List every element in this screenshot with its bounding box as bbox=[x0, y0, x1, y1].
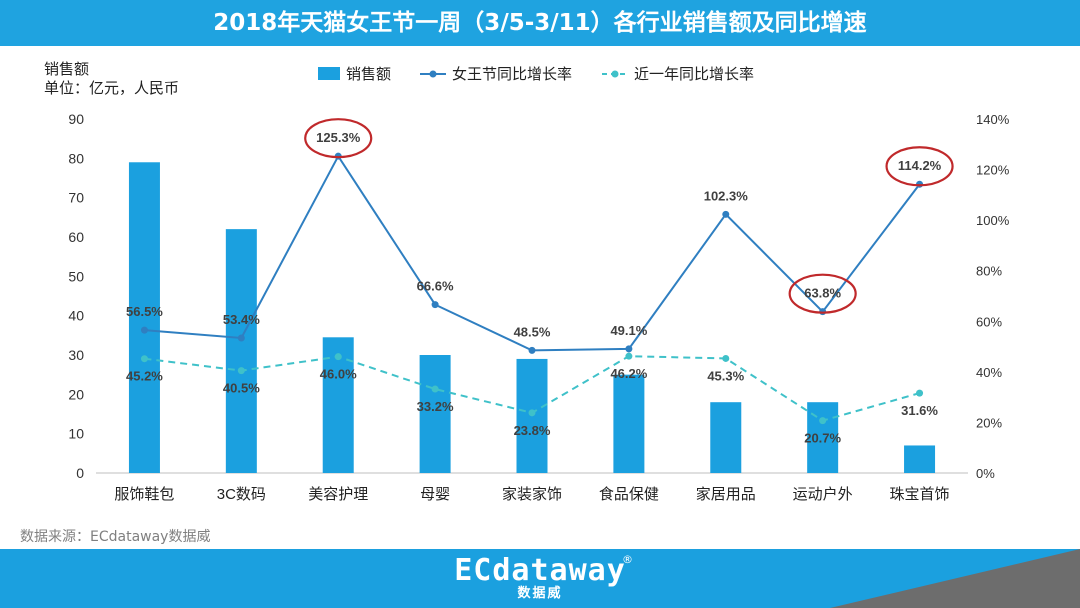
left-tick-label: 50 bbox=[68, 268, 84, 284]
recent-year-growth-point bbox=[625, 352, 633, 360]
queen-day-growth-label: 114.2% bbox=[898, 158, 942, 173]
legend-marker-recent-year bbox=[611, 70, 619, 78]
left-tick-label: 90 bbox=[68, 111, 84, 127]
left-tick-label: 0 bbox=[76, 465, 84, 481]
recent-year-growth-point bbox=[528, 409, 536, 417]
recent-year-growth-label: 20.7% bbox=[804, 431, 841, 446]
recent-year-growth-point bbox=[819, 417, 827, 425]
header-bar bbox=[0, 0, 1080, 46]
queen-day-growth-label: 49.1% bbox=[610, 323, 647, 338]
left-tick-label: 60 bbox=[68, 229, 84, 245]
category-label: 珠宝首饰 bbox=[890, 486, 950, 503]
recent-year-growth-label: 31.6% bbox=[901, 403, 938, 418]
highlight-ring bbox=[304, 118, 373, 159]
legend-marker-queen-day bbox=[429, 70, 437, 78]
category-label: 3C数码 bbox=[217, 486, 266, 503]
left-tick-label: 10 bbox=[68, 426, 84, 442]
highlight-ring bbox=[885, 146, 954, 187]
category-label: 家居用品 bbox=[696, 486, 756, 503]
right-tick-label: 40% bbox=[976, 365, 1002, 380]
footer-corner bbox=[830, 549, 1080, 608]
right-tick-label: 100% bbox=[976, 213, 1010, 228]
chart-title: 2018年天猫女王节一周（3/5-3/11）各行业销售额及同比增速 bbox=[213, 10, 867, 36]
bar bbox=[904, 445, 936, 473]
queen-day-growth-label: 56.5% bbox=[126, 304, 163, 319]
bar bbox=[710, 402, 742, 473]
recent-year-growth-point bbox=[722, 354, 730, 362]
left-tick-label: 70 bbox=[68, 190, 84, 206]
queen-day-growth-point bbox=[722, 210, 730, 218]
category-label: 服饰鞋包 bbox=[114, 486, 174, 503]
recent-year-growth-label: 46.2% bbox=[610, 366, 647, 381]
queen-day-growth-label: 66.6% bbox=[417, 279, 454, 294]
footer-bar bbox=[0, 549, 1080, 608]
right-tick-label: 140% bbox=[976, 112, 1010, 127]
queen-day-growth-label: 53.4% bbox=[223, 312, 260, 327]
right-tick-label: 120% bbox=[976, 163, 1010, 178]
queen-day-growth-point bbox=[528, 346, 536, 354]
left-tick-label: 80 bbox=[68, 150, 84, 166]
legend-label-sales: 销售额 bbox=[346, 66, 391, 83]
category-label: 美容护理 bbox=[308, 486, 368, 503]
queen-day-growth-point bbox=[625, 345, 633, 353]
recent-year-growth-label: 40.5% bbox=[223, 381, 260, 396]
logo: ECdataway 数据威 bbox=[450, 555, 630, 601]
category-label: 食品保健 bbox=[599, 486, 659, 503]
left-tick-label: 20 bbox=[68, 386, 84, 402]
recent-year-growth-point bbox=[431, 385, 439, 393]
bar bbox=[419, 355, 451, 473]
bar bbox=[225, 229, 257, 473]
right-tick-label: 80% bbox=[976, 264, 1002, 279]
legend-label-recent-year: 近一年同比增长率 bbox=[634, 66, 754, 83]
logo-main: ECdataway bbox=[454, 553, 626, 588]
left-tick-label: 30 bbox=[68, 347, 84, 363]
left-tick-label: 40 bbox=[68, 308, 84, 324]
queen-day-growth-label: 48.5% bbox=[514, 324, 551, 339]
recent-year-growth-label: 33.2% bbox=[417, 399, 454, 414]
queen-day-growth-point bbox=[140, 326, 148, 334]
logo-sub: 数据威 bbox=[517, 586, 563, 601]
recent-year-growth-point bbox=[916, 389, 924, 397]
recent-year-growth-point bbox=[334, 353, 342, 361]
recent-year-growth-label: 46.0% bbox=[320, 367, 357, 382]
legend-swatch-sales bbox=[318, 67, 340, 80]
queen-day-growth-label: 102.3% bbox=[704, 188, 749, 203]
queen-day-growth-point bbox=[237, 334, 245, 342]
recent-year-growth-label: 45.3% bbox=[707, 368, 744, 383]
right-tick-label: 20% bbox=[976, 415, 1002, 430]
category-label: 家装家饰 bbox=[502, 486, 562, 503]
right-tick-label: 0% bbox=[976, 466, 995, 481]
recent-year-growth-label: 45.2% bbox=[126, 369, 163, 384]
right-tick-label: 60% bbox=[976, 314, 1002, 329]
category-label: 运动户外 bbox=[793, 486, 853, 503]
recent-year-growth-point bbox=[237, 367, 245, 375]
queen-day-growth-line bbox=[144, 154, 921, 352]
category-label: 母婴 bbox=[420, 486, 450, 503]
recent-year-growth-label: 23.8% bbox=[514, 423, 551, 438]
recent-year-growth-point bbox=[140, 355, 148, 363]
queen-day-growth-label: 125.3% bbox=[316, 130, 361, 145]
queen-day-growth-label: 63.8% bbox=[804, 286, 841, 301]
legend-label-queen-day: 女王节同比增长率 bbox=[452, 65, 572, 83]
y-axis-label: 销售额 bbox=[44, 61, 89, 78]
data-source: 数据来源：ECdataway数据威 bbox=[20, 529, 211, 545]
logo-registered-mark: ® bbox=[622, 553, 633, 566]
highlight-ring bbox=[788, 273, 857, 314]
queen-day-growth-point bbox=[431, 301, 439, 309]
unit-label: 单位：亿元，人民币 bbox=[44, 80, 179, 97]
bar bbox=[613, 374, 645, 473]
bar bbox=[128, 162, 160, 473]
